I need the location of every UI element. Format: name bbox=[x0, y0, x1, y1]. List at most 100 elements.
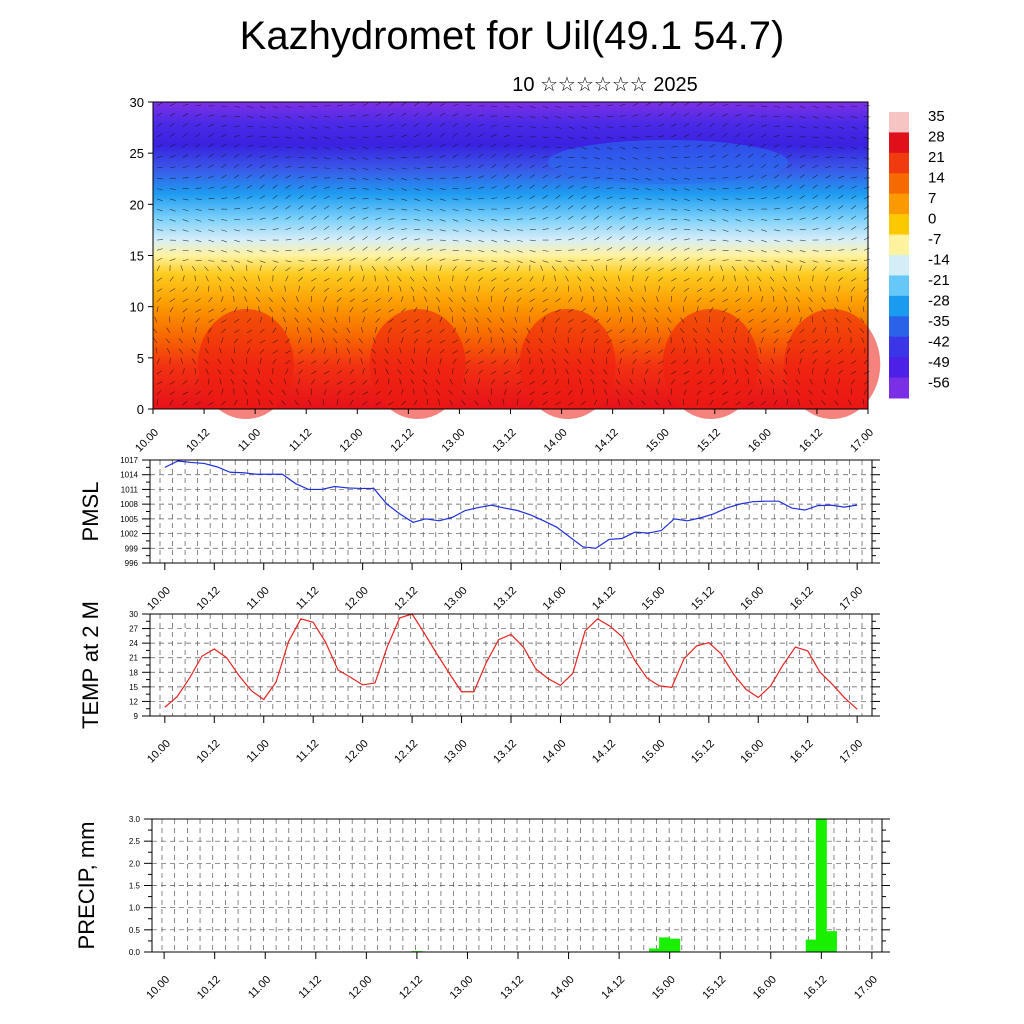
wind-arrow bbox=[568, 175, 575, 179]
wind-arrow bbox=[838, 146, 845, 149]
wind-arrow bbox=[231, 358, 235, 364]
wind-arrow bbox=[615, 389, 620, 395]
wind-arrow bbox=[786, 184, 793, 189]
wind-arrow bbox=[311, 379, 315, 385]
wind-arrow bbox=[324, 186, 330, 189]
wind-arrow bbox=[414, 156, 421, 158]
x-tick-label: 16.12 bbox=[788, 585, 816, 613]
wind-arrow bbox=[413, 338, 419, 344]
wind-arrow bbox=[182, 368, 185, 375]
wind-arrow bbox=[564, 359, 569, 364]
wind-arrow bbox=[529, 260, 536, 263]
wind-arrow bbox=[825, 126, 832, 129]
wind-arrow bbox=[298, 215, 304, 220]
wind-arrow bbox=[863, 259, 870, 261]
wind-arrow bbox=[671, 237, 677, 241]
wind-arrow bbox=[604, 296, 608, 303]
wind-arrow bbox=[449, 399, 453, 406]
wind-arrow bbox=[658, 188, 665, 191]
wind-arrow bbox=[234, 207, 241, 210]
wind-arrow bbox=[503, 266, 509, 272]
wind-arrow bbox=[208, 378, 210, 385]
wind-arrow bbox=[619, 246, 625, 251]
x-tick-label: 11.12 bbox=[294, 738, 321, 765]
wind-arrow bbox=[217, 358, 222, 364]
wind-arrow bbox=[234, 125, 241, 127]
wind-arrow bbox=[298, 369, 303, 375]
wind-arrow bbox=[683, 370, 690, 375]
wind-arrow bbox=[542, 155, 549, 158]
colorbar-swatch bbox=[889, 295, 909, 317]
wind-arrow bbox=[760, 328, 766, 334]
wind-arrow bbox=[658, 198, 665, 201]
wind-arrow bbox=[324, 157, 330, 160]
wind-arrow bbox=[502, 399, 505, 406]
wind-arrow bbox=[233, 153, 240, 158]
wind-arrow bbox=[221, 153, 227, 158]
wind-arrow bbox=[501, 337, 505, 344]
wind-arrow bbox=[375, 308, 381, 313]
wind-arrow bbox=[255, 296, 261, 303]
wind-arrow bbox=[593, 306, 598, 313]
wind-arrow bbox=[169, 298, 176, 303]
wind-arrow bbox=[285, 267, 291, 272]
wind-arrow bbox=[156, 102, 163, 107]
wind-arrow bbox=[255, 286, 261, 292]
wind-arrow bbox=[259, 239, 266, 242]
wind-arrow bbox=[298, 349, 304, 354]
wind-arrow bbox=[281, 296, 286, 303]
wind-arrow bbox=[693, 338, 698, 344]
wind-arrow bbox=[838, 136, 845, 140]
wind-arrow bbox=[735, 113, 742, 117]
wind-arrow bbox=[795, 297, 800, 303]
wind-arrow bbox=[152, 328, 158, 334]
wind-arrow bbox=[812, 275, 814, 282]
wind-arrow bbox=[257, 275, 261, 282]
wind-arrow bbox=[452, 339, 458, 344]
wind-arrow bbox=[246, 218, 253, 220]
wind-arrow bbox=[658, 256, 664, 261]
wind-arrow bbox=[461, 389, 466, 395]
wind-arrow bbox=[208, 239, 215, 243]
wind-arrow bbox=[233, 144, 240, 148]
wind-arrow bbox=[863, 296, 867, 303]
wind-arrow bbox=[323, 215, 330, 220]
wind-arrow bbox=[360, 326, 363, 333]
wind-arrow bbox=[324, 167, 331, 169]
wind-arrow bbox=[851, 185, 857, 189]
wind-arrow bbox=[709, 380, 716, 385]
wind-arrow bbox=[375, 378, 379, 385]
wind-arrow bbox=[709, 103, 716, 107]
wind-arrow bbox=[205, 275, 209, 282]
wind-arrow bbox=[156, 177, 163, 180]
wind-arrow bbox=[195, 113, 202, 117]
wind-arrow bbox=[529, 174, 535, 179]
wind-arrow bbox=[735, 208, 742, 211]
wind-arrow bbox=[358, 338, 363, 344]
wind-arrow bbox=[500, 317, 505, 323]
wind-arrow bbox=[502, 306, 505, 313]
wind-arrow bbox=[285, 184, 291, 189]
wind-arrow bbox=[761, 250, 767, 253]
wind-arrow bbox=[349, 216, 356, 220]
wind-arrow bbox=[568, 249, 575, 251]
wind-arrow bbox=[593, 195, 600, 200]
wind-arrow bbox=[452, 259, 459, 261]
wind-arrow bbox=[671, 256, 677, 261]
wind-arrow bbox=[388, 327, 392, 333]
wind-arrow bbox=[656, 388, 659, 395]
wind-arrow bbox=[169, 198, 176, 201]
wind-arrow bbox=[722, 122, 728, 127]
wind-arrow bbox=[799, 316, 802, 323]
wind-arrow bbox=[682, 306, 685, 313]
wind-arrow bbox=[362, 146, 369, 149]
wind-arrow bbox=[308, 306, 312, 313]
wind-arrow bbox=[516, 288, 523, 292]
wind-arrow bbox=[671, 208, 678, 211]
x-tick-label: 12.00 bbox=[343, 585, 371, 613]
wind-arrow bbox=[825, 275, 829, 282]
wind-arrow bbox=[709, 229, 716, 232]
wind-arrow bbox=[722, 113, 729, 117]
wind-arrow bbox=[487, 327, 492, 333]
wind-arrow bbox=[812, 368, 814, 375]
